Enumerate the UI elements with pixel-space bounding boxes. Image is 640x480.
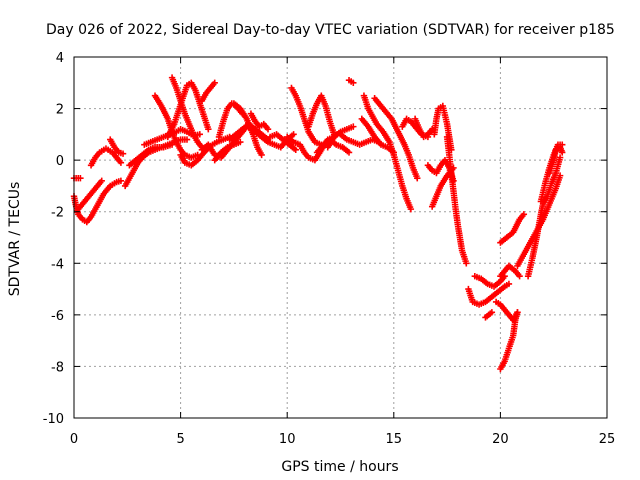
data-point: [559, 149, 566, 156]
x-tick-label: 25: [599, 432, 616, 447]
data-point: [345, 149, 353, 156]
grid: [74, 57, 607, 418]
chart-title: Day 026 of 2022, Sidereal Day-to-day VTE…: [46, 22, 615, 38]
data-point: [183, 136, 191, 143]
axis-ticks: 0 5 10 15 20 25 -10 -8 -6 -4 -2 0 2 4: [43, 51, 616, 447]
data-point: [119, 150, 127, 157]
data-point: [514, 309, 521, 316]
y-tick-label: -2: [51, 206, 64, 221]
x-tick-label: 20: [492, 432, 509, 447]
data-point: [290, 131, 297, 138]
data-point: [264, 126, 272, 133]
y-tick-label: -6: [51, 309, 64, 324]
y-axis-label: SDTVAR / TECUs: [7, 182, 23, 297]
data-point: [556, 154, 564, 161]
x-tick-label: 0: [70, 432, 78, 447]
y-tick-label: -8: [51, 360, 64, 375]
y-tick-label: 4: [56, 51, 64, 66]
data-point: [516, 272, 523, 280]
data-point: [98, 177, 105, 184]
x-tick-label: 5: [176, 432, 184, 447]
data-point: [117, 159, 125, 166]
data-markers: [70, 74, 566, 373]
data-point: [407, 205, 415, 213]
x-tick-label: 15: [386, 432, 403, 447]
data-point: [205, 126, 212, 133]
y-tick-label: 2: [56, 103, 64, 118]
data-point: [77, 174, 84, 182]
data-point: [350, 123, 357, 130]
y-tick-label: -4: [51, 257, 64, 272]
data-point: [390, 149, 397, 156]
y-tick-label: 0: [56, 154, 64, 169]
plot-frame: [73, 56, 608, 419]
data-point: [258, 151, 265, 159]
data-point: [196, 131, 203, 138]
data-point: [520, 211, 528, 218]
x-axis-label: GPS time / hours: [281, 459, 398, 475]
data-point: [414, 174, 421, 182]
data-point: [505, 280, 513, 288]
data-point: [463, 260, 470, 267]
data-point: [211, 79, 218, 86]
data-point: [237, 138, 244, 146]
data-point: [488, 309, 496, 316]
x-tick-label: 10: [279, 432, 296, 447]
data-point: [292, 146, 299, 154]
data-point: [117, 177, 125, 184]
data-point: [350, 79, 357, 86]
y-tick-label: -10: [43, 412, 64, 427]
